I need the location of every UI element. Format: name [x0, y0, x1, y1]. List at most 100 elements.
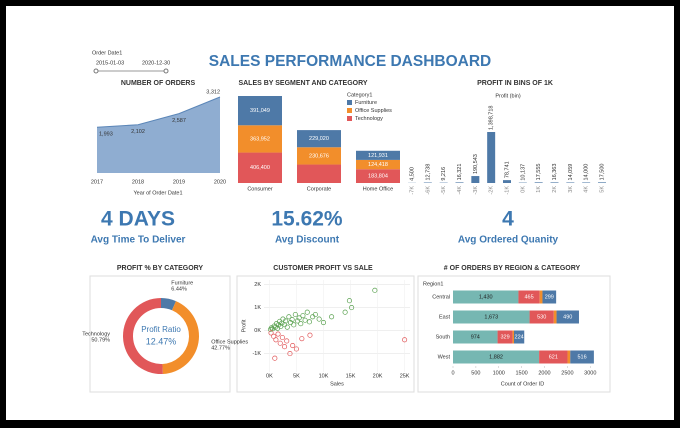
point — [277, 340, 283, 346]
bar-segment — [542, 290, 557, 304]
bar — [566, 182, 575, 183]
data-label: 224 — [515, 334, 524, 340]
point — [300, 313, 306, 319]
point — [298, 321, 304, 327]
data-label: 78,741 — [504, 161, 510, 178]
point — [302, 317, 308, 323]
y-tick-label: 2K — [254, 282, 261, 288]
x-tick-label: Consumer — [247, 186, 273, 192]
point — [272, 355, 278, 361]
data-label: 621 — [549, 354, 558, 360]
chart-title: SALES BY SEGMENT AND CATEGORY — [238, 80, 367, 87]
point — [346, 298, 352, 304]
data-label: 1,882 — [489, 354, 503, 360]
bar-segment — [297, 164, 341, 183]
bar — [598, 182, 606, 183]
bar-segment — [453, 350, 540, 364]
point — [281, 322, 288, 328]
bar — [455, 182, 464, 183]
bar-segment — [553, 310, 557, 324]
data-label: 363,952 — [250, 136, 270, 142]
data-label: 530 — [537, 314, 546, 320]
x-tick-label: 2017 — [91, 179, 103, 185]
point — [306, 319, 312, 325]
chart-title: PROFIT % BY CATEGORY — [117, 265, 204, 272]
y-tick-label: East — [439, 314, 450, 320]
kpi-value: 15.62% — [271, 208, 343, 231]
point — [268, 330, 274, 336]
area — [97, 97, 220, 173]
slider-handle[interactable] — [93, 68, 99, 74]
bar-segment — [518, 290, 540, 304]
point — [283, 318, 289, 324]
x-tick-label: 2500 — [561, 370, 573, 376]
filter-end: 2020-12-30 — [142, 60, 170, 66]
slice-label: Office Supplies — [211, 339, 248, 345]
dashboard-title: SALES PERFORMANCE DASHBOARD — [209, 53, 491, 70]
data-label: 391,049 — [250, 108, 270, 114]
data-label: 124,418 — [368, 162, 388, 168]
data-label: 329 — [501, 334, 510, 340]
point — [284, 324, 290, 330]
data-label: 974 — [471, 334, 480, 340]
bar-segment — [556, 310, 579, 324]
point — [402, 337, 408, 343]
slider-handle[interactable] — [163, 68, 169, 74]
data-label: 299 — [545, 294, 554, 300]
center-value: 12.47% — [146, 336, 177, 346]
chart-title: NUMBER OF ORDERS — [121, 80, 196, 87]
bar-segment — [512, 330, 514, 344]
y-tick-label: West — [438, 354, 451, 360]
bar-segment — [238, 125, 282, 153]
legend-swatch — [347, 116, 352, 121]
x-tick-label: 20K — [373, 373, 383, 379]
point — [316, 316, 322, 322]
data-label: 2,587 — [172, 118, 186, 124]
x-tick-label: Corporate — [307, 186, 331, 192]
kpi-label: Avg Discount — [275, 235, 340, 246]
bar-segment — [453, 290, 519, 304]
bar-segment — [297, 147, 341, 165]
bar — [471, 176, 480, 183]
point — [284, 338, 290, 344]
bar-segment — [570, 350, 594, 364]
point — [349, 305, 355, 311]
bar-segment — [453, 330, 498, 344]
filter-start: 2015-01-03 — [96, 60, 124, 66]
x-tick-label: 2020 — [214, 179, 226, 185]
data-label: 17,500 — [599, 164, 605, 181]
chart-title: # OF ORDERS BY REGION & CATEGORY — [444, 265, 581, 272]
bar-segment — [529, 310, 554, 324]
data-label: 183,804 — [368, 174, 388, 180]
x-tick-label: 15K — [346, 373, 356, 379]
x-axis-title: Sales — [330, 381, 344, 387]
bar — [534, 182, 543, 183]
donut-slice — [161, 298, 176, 311]
donut-slice — [162, 301, 200, 374]
point — [304, 309, 310, 315]
data-label: 406,400 — [250, 165, 270, 171]
x-tick-label: 2019 — [173, 179, 185, 185]
y-axis-title: Profit — [241, 319, 247, 332]
data-label: 16,363 — [552, 164, 558, 181]
data-label: 1,993 — [99, 132, 113, 138]
bar-segment — [453, 310, 530, 324]
legend-label: Furniture — [355, 100, 377, 106]
x-tick-label: -7K — [409, 186, 415, 195]
data-label: 516 — [577, 354, 586, 360]
legend-title: Region1 — [423, 281, 444, 287]
x-tick-label: 3000 — [584, 370, 596, 376]
data-label: 14,059 — [568, 164, 574, 181]
y-tick-label: 1K — [254, 305, 261, 311]
bar-segment — [513, 330, 525, 344]
point — [293, 346, 299, 352]
point — [329, 314, 335, 320]
x-tick-label: Home Office — [363, 186, 393, 192]
legend-swatch — [347, 108, 352, 113]
point — [279, 334, 285, 341]
point — [287, 351, 293, 357]
x-tick-label: -3K — [473, 186, 479, 195]
x-tick-label: 4K — [584, 186, 590, 193]
slice-value: 6.44% — [171, 286, 187, 292]
